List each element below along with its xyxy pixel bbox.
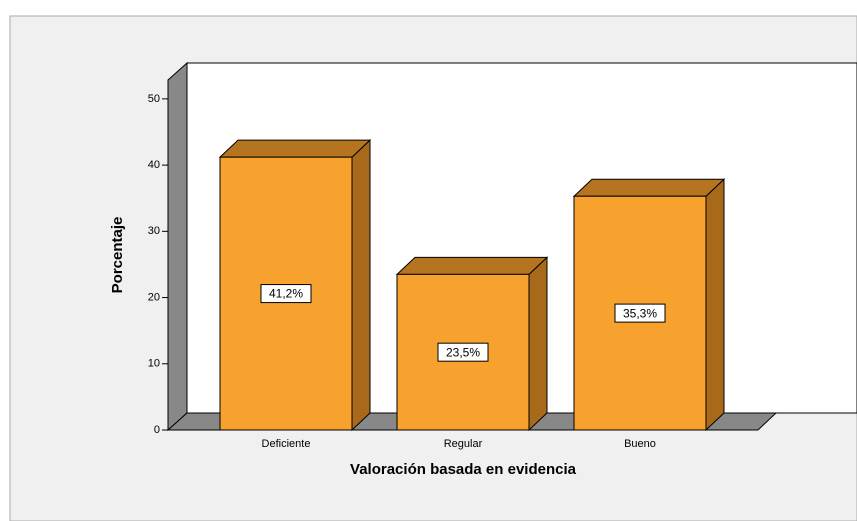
y-tick-label: 10 xyxy=(148,358,160,370)
x-tick-label: Deficiente xyxy=(262,438,311,450)
x-axis-label: Valoración basada en evidencia xyxy=(350,461,577,478)
value-label-box xyxy=(614,303,666,323)
side-wall xyxy=(167,61,188,432)
y-tick-label: 30 xyxy=(148,225,160,237)
value-label-box xyxy=(437,342,489,362)
bar-top xyxy=(395,256,549,275)
value-label: 41,2% xyxy=(269,287,303,301)
y-tick-label: 20 xyxy=(148,291,160,303)
bar-side xyxy=(351,138,371,432)
bar-side xyxy=(528,256,548,432)
bar-top xyxy=(218,139,372,158)
x-tick-label: Bueno xyxy=(624,438,656,450)
y-tick-label: 50 xyxy=(148,93,160,105)
y-axis-label: Porcentaje xyxy=(109,217,126,294)
value-label: 35,3% xyxy=(623,306,657,320)
y-tick-label: 40 xyxy=(148,159,160,171)
value-label-box xyxy=(260,284,312,304)
y-tick-label: 0 xyxy=(154,424,160,436)
value-label: 23,5% xyxy=(446,345,480,359)
x-tick-label: Regular xyxy=(444,438,483,450)
bar-side xyxy=(705,178,725,432)
bar-top xyxy=(572,178,726,197)
